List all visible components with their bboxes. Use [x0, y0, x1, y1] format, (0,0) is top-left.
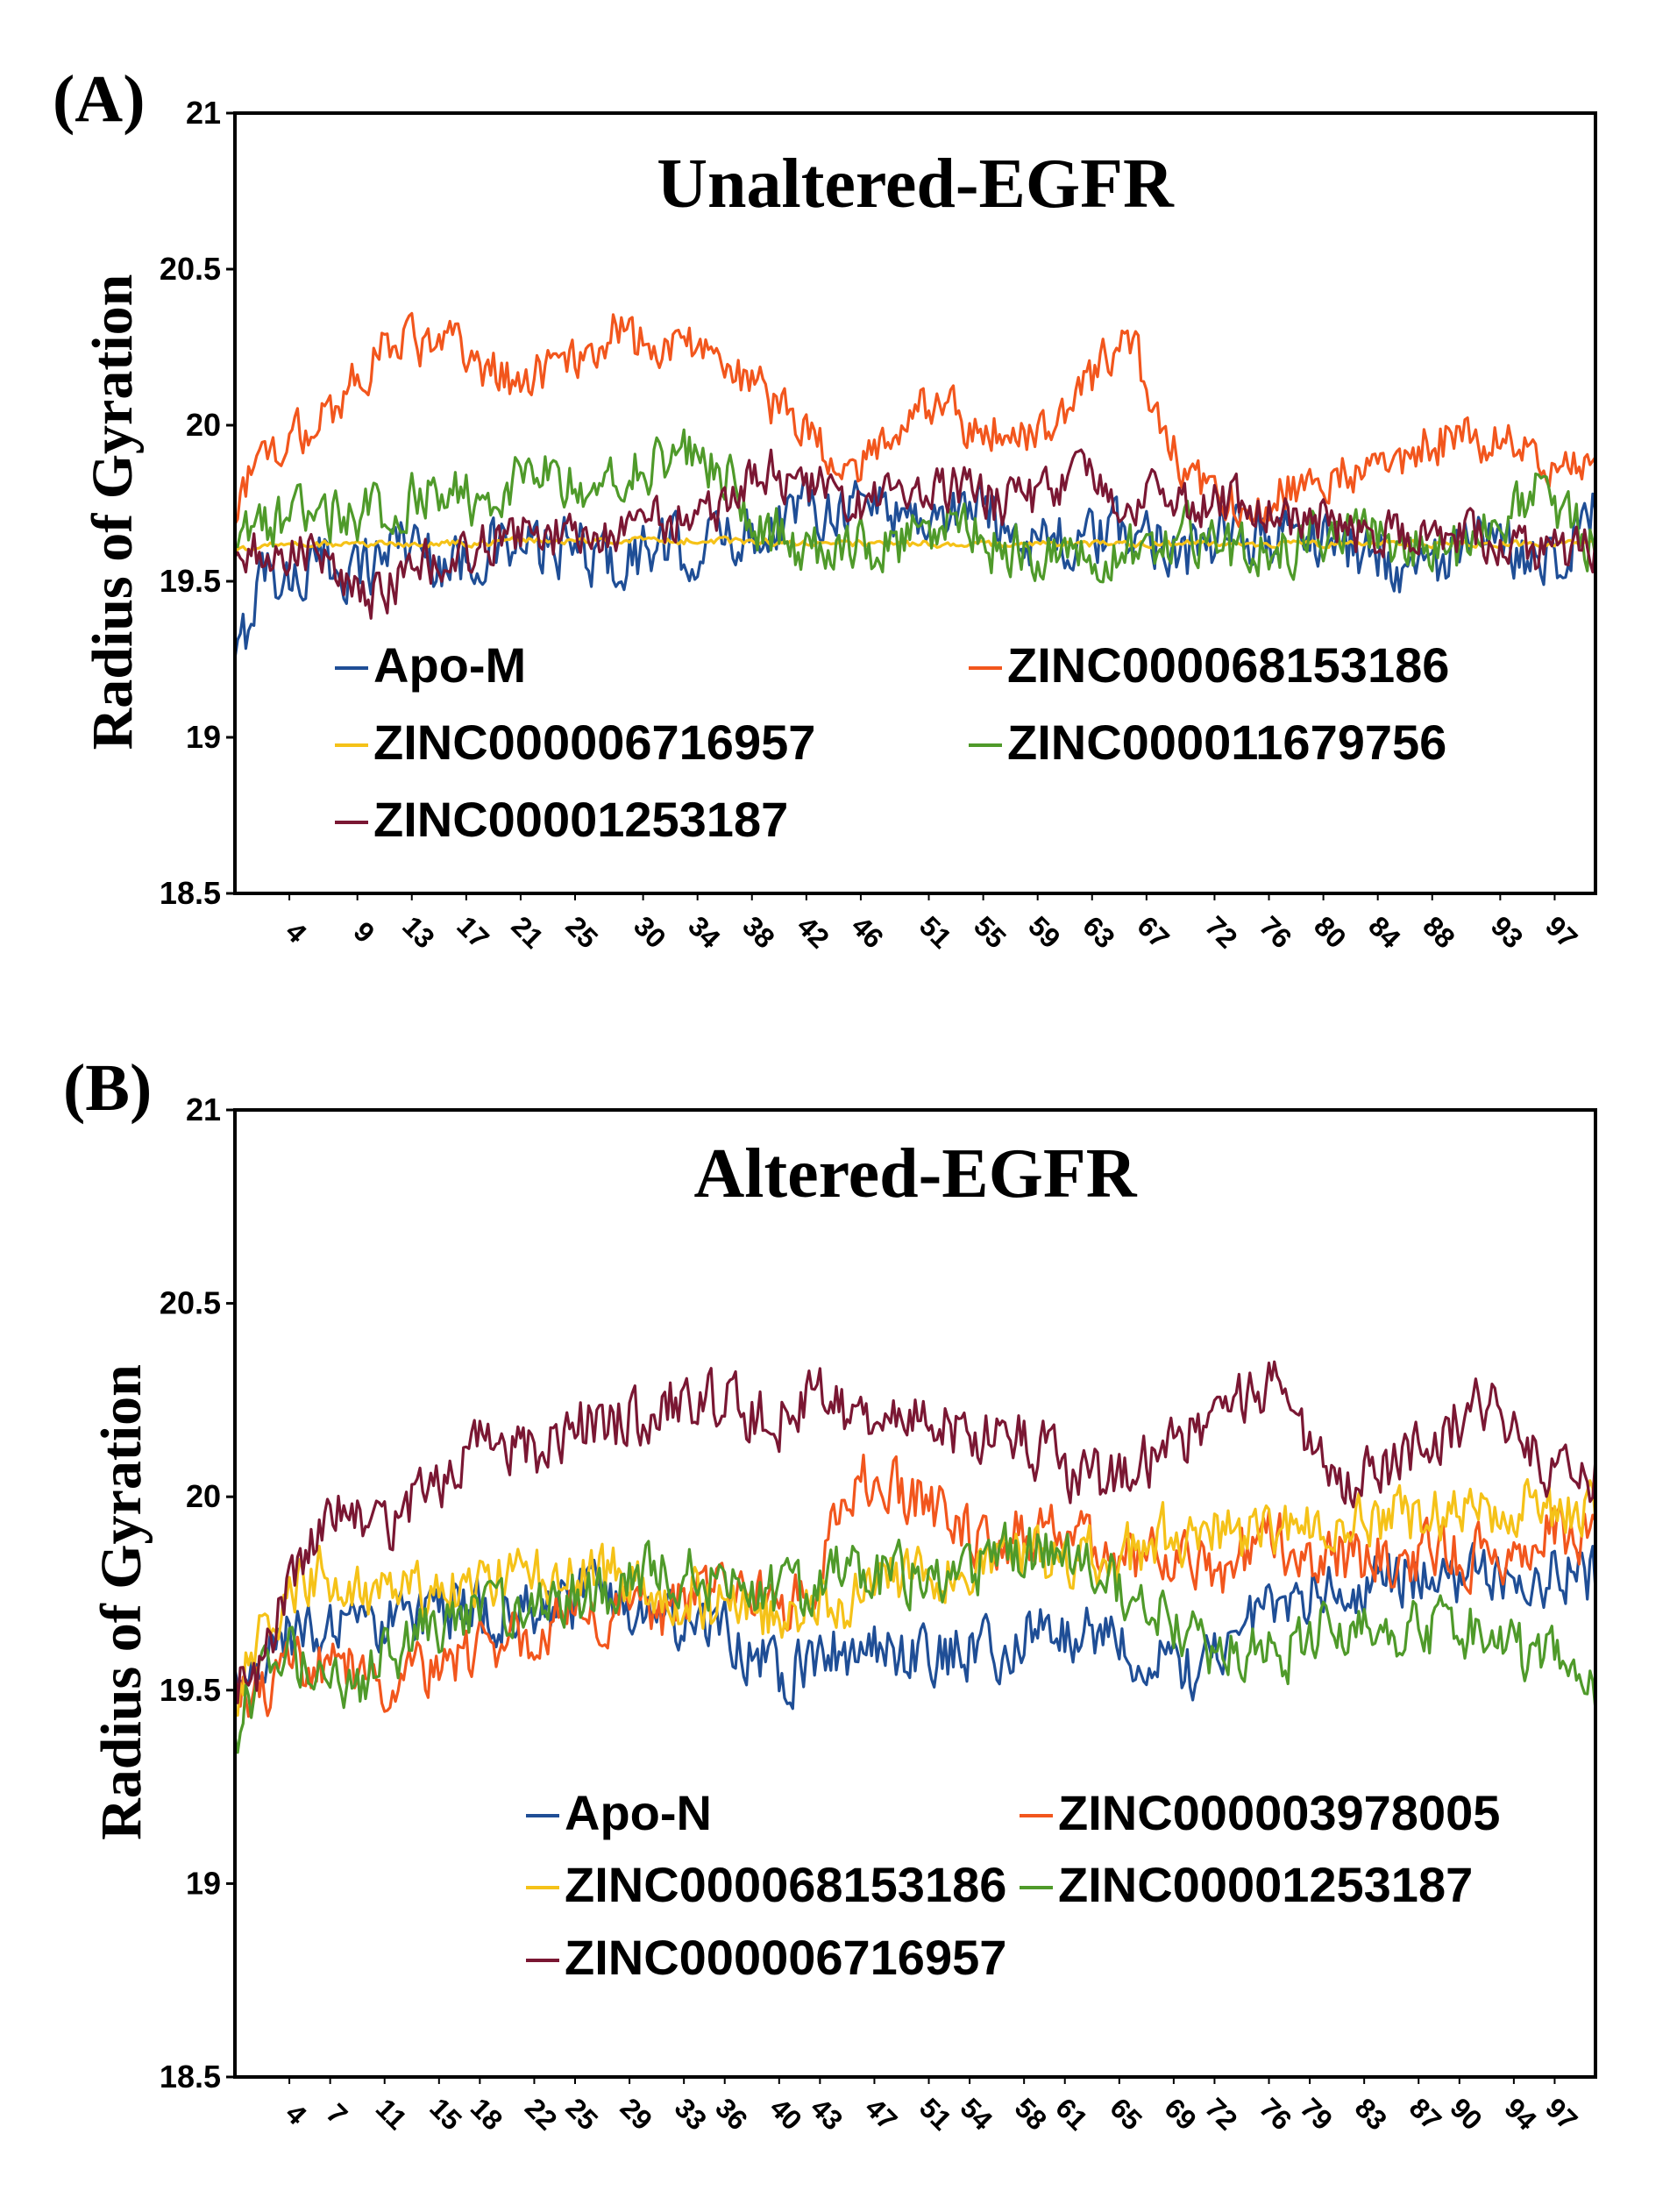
x-tick-label: 97	[1539, 2092, 1584, 2137]
legend-label: Apo-N	[565, 1785, 712, 1840]
plot-frame	[233, 111, 1597, 895]
x-tick-label: 61	[1049, 2092, 1094, 2137]
y-tick-label: 21	[186, 95, 221, 131]
y-tick-label: 20.5	[160, 251, 221, 287]
x-tick-label: 40	[764, 2092, 808, 2137]
y-tick-label: 20.5	[160, 1285, 221, 1321]
y-tick-label: 19	[186, 1865, 221, 1901]
x-tick-label: 83	[1349, 2092, 1394, 2137]
x-tick-label: 93	[1485, 910, 1530, 955]
series-line-4	[235, 1521, 1595, 1754]
legend-label: ZINC000003978005	[1058, 1785, 1500, 1840]
x-tick-label: 79	[1295, 2092, 1339, 2137]
y-tick-label: 18.5	[160, 875, 221, 911]
panel-label: (A)	[53, 62, 146, 136]
x-tick-label: 67	[1131, 910, 1176, 955]
legend-label: Apo-M	[373, 637, 526, 693]
x-tick-label: 15	[423, 2092, 468, 2137]
y-tick-label: 19	[186, 719, 221, 755]
x-tick-label: 4	[280, 2097, 313, 2130]
x-tick-label: 34	[682, 910, 727, 955]
x-tick-label: 36	[709, 2092, 754, 2137]
series-group	[235, 1360, 1595, 1754]
x-tick-label: 65	[1104, 2092, 1148, 2137]
legend-label: ZINC000068153186	[565, 1857, 1006, 1912]
x-tick-label: 11	[370, 2093, 413, 2136]
x-tick-label: 90	[1444, 2092, 1489, 2137]
x-tick-label: 4	[280, 915, 313, 949]
x-tick-label: 22	[519, 2092, 564, 2137]
x-tick-label: 94	[1498, 2092, 1543, 2137]
y-tick-label: 19.5	[160, 1672, 221, 1708]
x-tick-label: 25	[559, 910, 604, 955]
x-tick-label: 42	[791, 910, 835, 955]
y-tick-label: 19.5	[160, 563, 221, 599]
series-line-3	[235, 1477, 1595, 1718]
series-group	[235, 311, 1595, 659]
chart-title: Altered-EGFR	[693, 1135, 1137, 1213]
x-tick-label: 43	[805, 2092, 849, 2137]
y-tick-label: 20	[186, 1478, 221, 1514]
x-tick-label: 97	[1539, 910, 1584, 955]
x-tick-label: 72	[1199, 2092, 1244, 2137]
legend-label: ZINC000006716957	[373, 715, 815, 770]
chart-title: Unaltered-EGFR	[657, 146, 1175, 223]
legend-label: ZINC00001253187	[373, 792, 788, 847]
x-tick-label: 33	[669, 2092, 714, 2137]
legend-label: ZINC000011679756	[1007, 715, 1446, 770]
x-tick-label: 72	[1199, 910, 1244, 955]
series-line-2	[235, 311, 1595, 529]
plot-frame	[233, 1108, 1597, 2079]
x-tick-label: 13	[396, 910, 441, 955]
legend-label: ZINC000068153186	[1007, 637, 1449, 693]
legend-label: ZINC00001253187	[1058, 1857, 1473, 1912]
x-tick-label: 51	[913, 2092, 958, 2137]
x-tick-label: 88	[1417, 910, 1461, 955]
panel-label: (B)	[63, 1051, 152, 1125]
x-tick-label: 29	[615, 2092, 659, 2137]
series-line-5	[235, 448, 1595, 620]
x-tick-label: 87	[1403, 2092, 1448, 2137]
x-tick-label: 25	[559, 2092, 604, 2137]
x-tick-label: 30	[628, 910, 672, 955]
x-tick-label: 80	[1308, 910, 1353, 955]
x-tick-label: 46	[845, 910, 890, 955]
x-tick-label: 55	[968, 910, 1013, 955]
series-line-5	[235, 1360, 1595, 1704]
x-tick-label: 76	[1254, 910, 1298, 955]
x-tick-label: 17	[451, 910, 495, 955]
legend-label: ZINC000006716957	[565, 1930, 1006, 1985]
x-tick-label: 21	[505, 910, 550, 955]
x-tick-label: 18	[465, 2092, 509, 2137]
x-tick-label: 58	[1009, 2092, 1054, 2137]
x-tick-label: 54	[955, 2092, 999, 2137]
y-tick-label: 21	[186, 1092, 221, 1127]
x-tick-label: 76	[1254, 2092, 1298, 2137]
x-tick-label: 38	[736, 910, 781, 955]
series-line-2	[235, 1454, 1595, 1718]
x-tick-label: 47	[859, 2092, 904, 2137]
x-tick-label: 59	[1022, 910, 1067, 955]
x-tick-label: 84	[1362, 910, 1407, 955]
y-axis-label: Radius of Gyration	[81, 274, 145, 750]
series-line-4	[235, 428, 1595, 584]
x-tick-label: 63	[1077, 910, 1121, 955]
x-tick-label: 69	[1158, 2092, 1203, 2137]
y-axis-label: Radius of Gyration	[89, 1364, 153, 1840]
x-tick-label: 9	[347, 915, 380, 949]
x-tick-label: 51	[913, 910, 958, 955]
y-tick-label: 18.5	[160, 2059, 221, 2095]
x-tick-label: 7	[320, 2097, 353, 2130]
y-tick-label: 20	[186, 407, 221, 443]
